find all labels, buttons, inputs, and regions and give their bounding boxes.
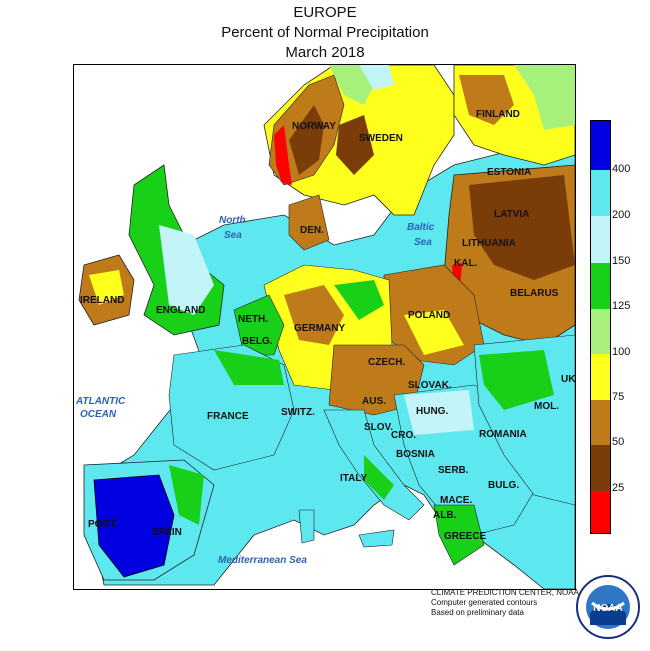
italy-green — [364, 455, 394, 500]
label-denmark: DEN. — [300, 225, 324, 236]
legend-colorbar — [590, 120, 611, 534]
denmark — [288, 194, 330, 251]
germany-brown — [284, 285, 344, 345]
romania-green — [479, 350, 554, 410]
iberia-green — [169, 465, 204, 525]
france-green — [214, 350, 284, 385]
legend-tick-200: 200 — [612, 209, 631, 221]
label-macedonia: MACE. — [440, 495, 472, 506]
footer-line-1: CLIMATE PREDICTION CENTER, NOAA — [431, 588, 579, 597]
label-albania: ALB. — [433, 510, 457, 521]
legend-box-150-200 — [591, 216, 610, 263]
label-germany: GERMANY — [294, 323, 345, 334]
legend-tick-50: 50 — [612, 436, 625, 448]
label-serbia: SERB. — [438, 465, 469, 476]
label-portugal: PORT. — [88, 519, 118, 530]
sweden-brown — [336, 115, 374, 175]
label-belgium: BELG. — [242, 336, 273, 347]
label-england: ENGLAND — [156, 305, 205, 316]
label-bosnia: BOSNIA — [396, 449, 435, 460]
map-title: EUROPE — [293, 4, 357, 21]
legend-box-125-150 — [591, 263, 610, 309]
label-netherlands: NETH. — [238, 314, 268, 325]
label-latvia: LATVIA — [494, 209, 529, 220]
legend-tick-400: 400 — [612, 163, 631, 175]
label-atlantic-ocean-1: ATLANTIC — [75, 396, 126, 407]
footer-credits: CLIMATE PREDICTION CENTER, NOAA Computer… — [431, 588, 579, 618]
label-mediterranean-sea: Mediterranean Sea — [218, 555, 307, 566]
map-svg: NORWAY SWEDEN FINLAND ESTONIA LATVIA LIT… — [75, 65, 575, 589]
finland-brown — [459, 75, 514, 125]
greece-green — [433, 504, 485, 566]
legend-box-75-100 — [591, 354, 610, 400]
label-greece: GREECE — [444, 531, 487, 542]
legend-tick-25: 25 — [612, 482, 625, 494]
iberia-blue — [93, 474, 175, 578]
noaa-logo: NOAA — [576, 575, 640, 639]
legend-box-100-125 — [591, 309, 610, 354]
label-poland: POLAND — [408, 310, 450, 321]
label-austria: AUS. — [362, 396, 386, 407]
legend-box-25-50 — [591, 445, 610, 491]
label-romania: ROMANIA — [479, 429, 527, 440]
baltic-dark — [469, 175, 575, 280]
label-moldova: MOL. — [534, 401, 559, 412]
footer-line-3: Based on preliminary data — [431, 608, 524, 617]
label-estonia: ESTONIA — [487, 167, 531, 178]
label-hungary: HUNG. — [416, 406, 448, 417]
label-slovenia: SLOV. — [364, 422, 393, 433]
label-finland: FINLAND — [476, 109, 520, 120]
hungary-cyan — [404, 390, 474, 435]
label-slovakia: SLOVAK. — [408, 380, 452, 391]
label-north-sea-1: North — [219, 215, 246, 226]
label-atlantic-ocean-2: OCEAN — [80, 409, 117, 420]
legend-tick-125: 125 — [612, 300, 631, 312]
sweden-green — [329, 65, 374, 105]
label-ukraine: UK. — [561, 374, 575, 385]
germany-green — [334, 280, 384, 320]
label-switzerland: SWITZ. — [281, 407, 315, 418]
ireland-yellow — [89, 270, 124, 305]
norway-red — [274, 125, 292, 185]
legend-tick-75: 75 — [612, 391, 625, 403]
label-kal: KAL. — [454, 258, 478, 269]
label-czech: CZECH. — [368, 357, 405, 368]
label-spain: SPAIN — [152, 527, 182, 538]
label-croatia: CRO. — [391, 430, 416, 441]
sicily — [358, 529, 395, 548]
label-belarus: BELARUS — [510, 288, 559, 299]
sweden-cyan — [359, 65, 394, 90]
noaa-logo-text: NOAA — [593, 603, 622, 614]
label-sweden: SWEDEN — [359, 133, 403, 144]
label-france: FRANCE — [207, 411, 249, 422]
legend-tick-100: 100 — [612, 346, 631, 358]
map-subtitle: Percent of Normal Precipitation — [221, 24, 429, 41]
legend-box-50-75 — [591, 400, 610, 445]
label-baltic-sea-1: Baltic — [407, 222, 435, 233]
sardinia — [298, 509, 315, 544]
legend-tick-150: 150 — [612, 255, 631, 267]
legend-box-0-25 — [591, 491, 610, 533]
gb-cyan — [159, 225, 214, 315]
label-lithuania: LITHUANIA — [462, 238, 516, 249]
legend-box-400-plus — [591, 121, 610, 170]
legend-box-200-400 — [591, 170, 610, 216]
precipitation-map: NORWAY SWEDEN FINLAND ESTONIA LATVIA LIT… — [73, 64, 576, 590]
poland-yellow — [404, 310, 464, 355]
map-date: March 2018 — [285, 44, 365, 61]
label-ireland: IRELAND — [80, 295, 124, 306]
norway-dark — [289, 105, 324, 175]
footer-line-2: Computer generated contours — [431, 598, 538, 607]
label-bulgaria: BULG. — [488, 480, 519, 491]
label-baltic-sea-2: Sea — [414, 237, 432, 248]
label-italy: ITALY — [340, 473, 368, 484]
label-norway: NORWAY — [292, 121, 336, 132]
label-north-sea-2: Sea — [224, 230, 242, 241]
finland-green — [514, 65, 575, 130]
